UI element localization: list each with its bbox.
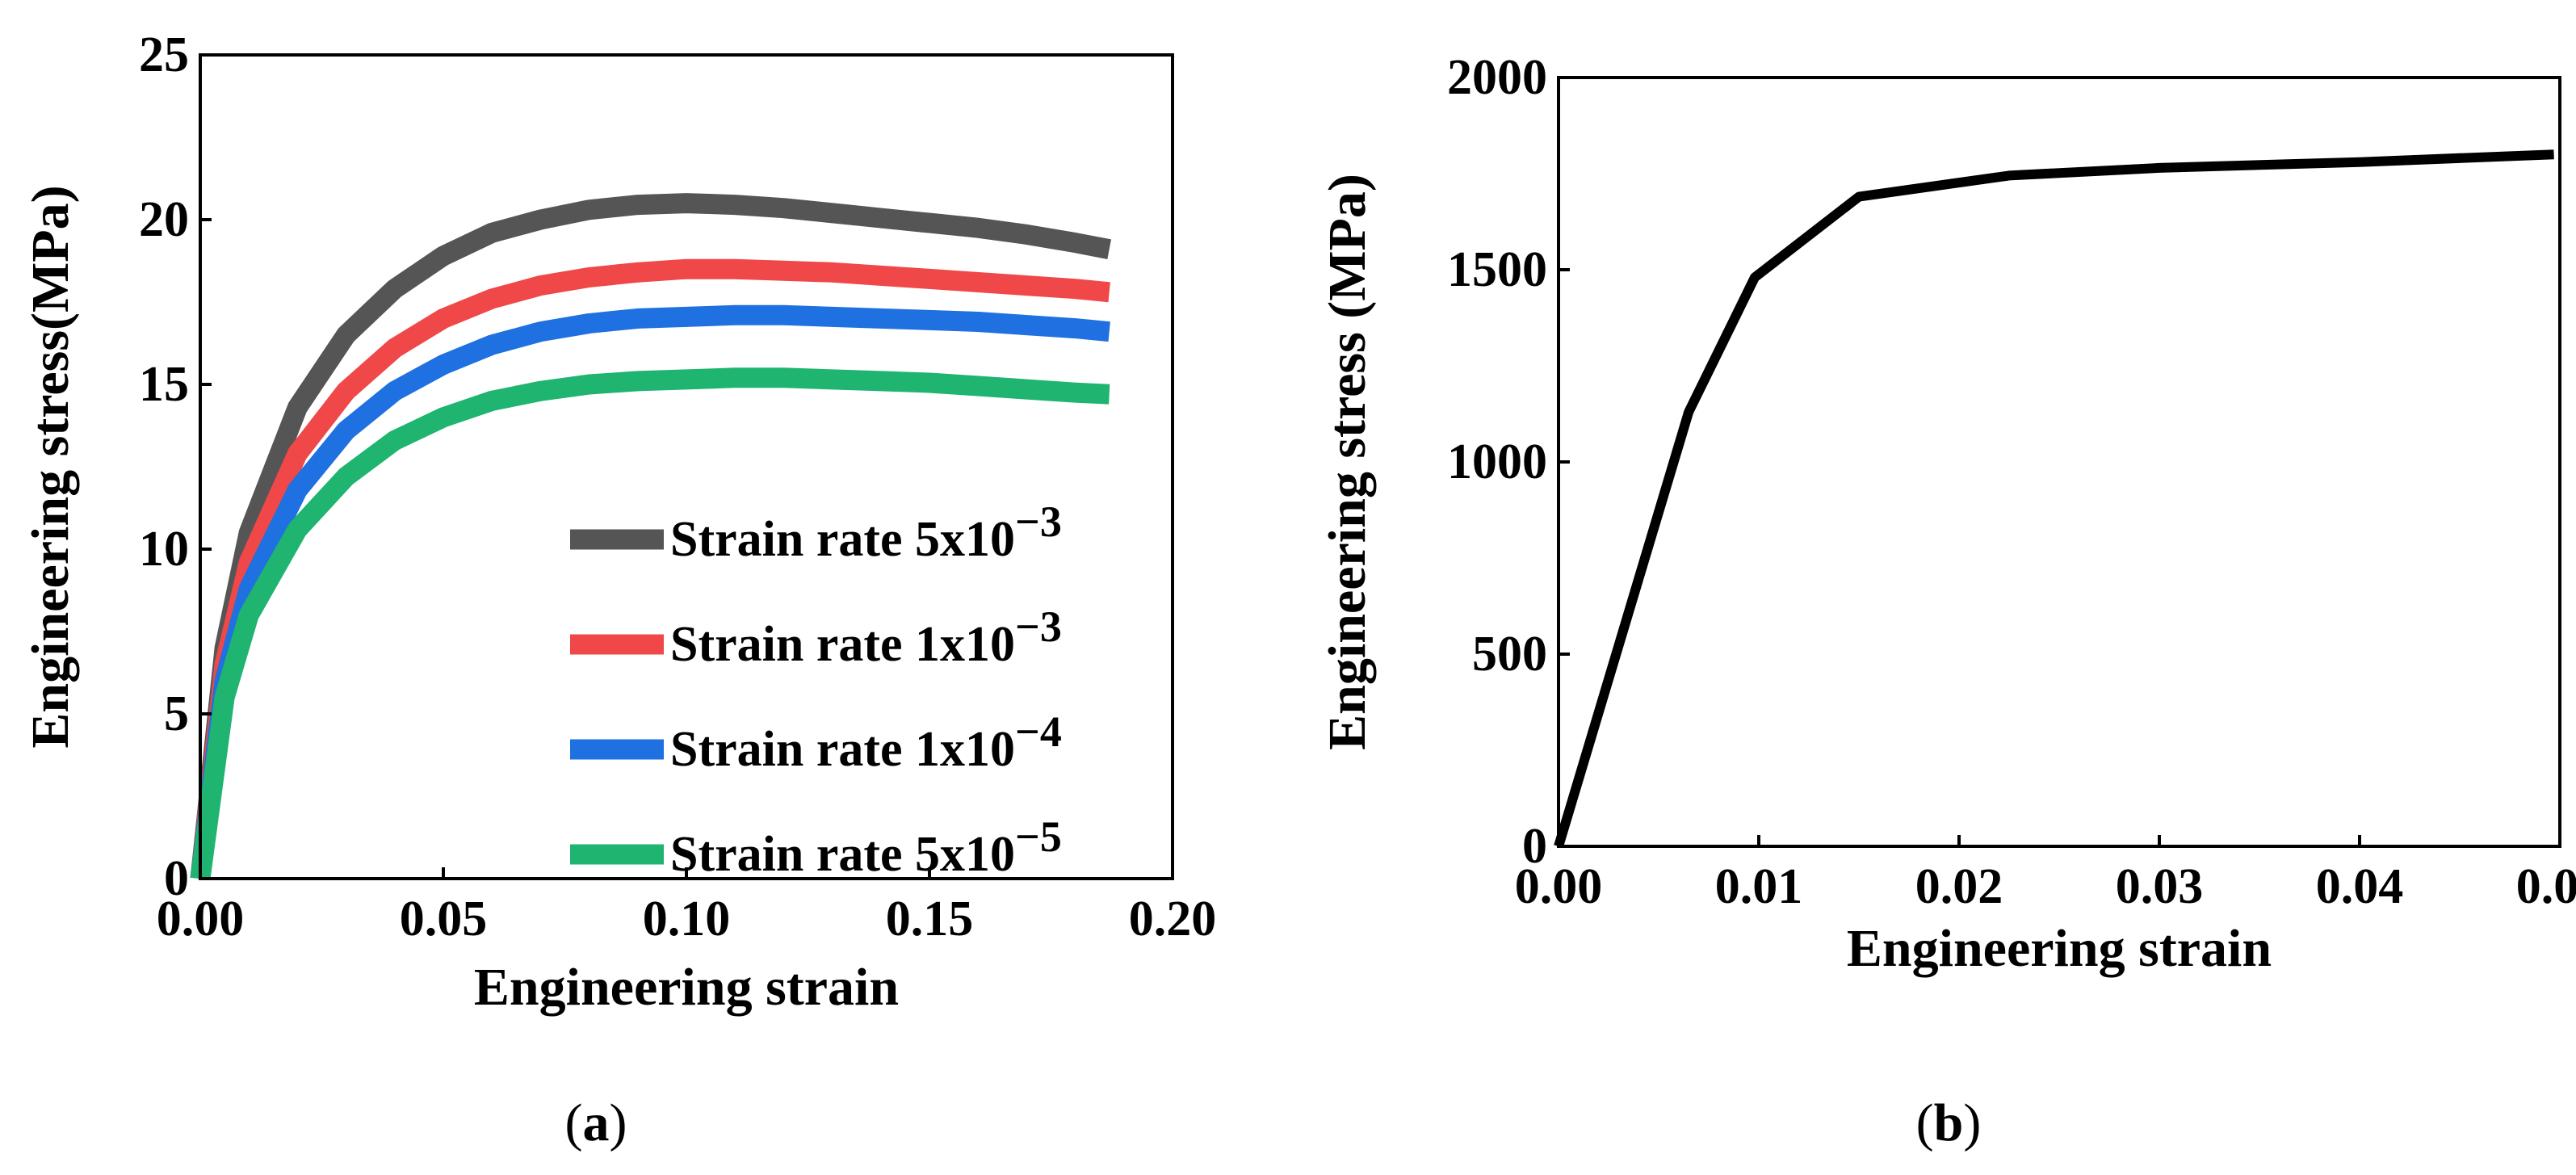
a-series-line-1 (190, 193, 1112, 880)
panel-a-y-axis-label: Engineering stress(MPa) (21, 185, 80, 748)
panel-b-letter: b (1934, 1093, 1964, 1152)
legend-label-3: Strain rate 1x10−4 (670, 707, 1062, 777)
panel-b-series-lines (1554, 149, 2554, 848)
b-y-tick-label: 0 (1522, 819, 1547, 874)
a-x-tick-label: 0.15 (886, 892, 974, 946)
panel-b-x-axis-label: Engineering strain (1847, 919, 2272, 978)
a-y-tick-label: 20 (139, 192, 189, 247)
legend-label-1: Strain rate 5x10−3 (670, 497, 1062, 567)
panel-a-x-axis-label: Engineering strain (474, 958, 899, 1017)
panel-b-y-axis-label: Engineering stress (MPa) (1318, 174, 1377, 750)
b-x-tick-label: 0.02 (1915, 859, 2003, 914)
a-y-tick-label: 0 (164, 851, 189, 906)
b-y-tick-label: 500 (1472, 627, 1547, 682)
panel-a-y-tick-labels: 0 5 10 15 20 25 (139, 27, 212, 906)
a-x-tick-label: 0.20 (1129, 892, 1217, 946)
b-x-tick-label: 0.01 (1715, 859, 1803, 914)
panel-a-label: (a) (565, 1093, 627, 1152)
panel-b-label: (b) (1916, 1093, 1982, 1152)
b-x-tick-label: 0.05 (2516, 859, 2576, 914)
b-series-line-1 (1554, 149, 2554, 848)
a-y-tick-label: 15 (139, 357, 189, 412)
a-y-tick-label: 25 (139, 27, 189, 82)
a-y-tick-label: 5 (164, 686, 189, 741)
panel-a-chart: 0 5 10 15 20 25 0.00 0.05 0.10 0.15 0.20 Engineer… (21, 27, 1216, 1152)
panel-a-series-lines (190, 193, 1112, 880)
b-y-tick-label: 1000 (1447, 434, 1547, 489)
legend-label-2: Strain rate 1x10−3 (670, 602, 1062, 672)
b-x-tick-label: 0.00 (1515, 859, 1603, 914)
b-y-tick-label: 2000 (1447, 50, 1547, 105)
a-x-tick-label: 0.05 (400, 892, 488, 946)
panel-a-x-tick-labels: 0.00 0.05 0.10 0.15 0.20 (157, 867, 1217, 946)
panel-b-x-tick-labels: 0.00 0.01 0.02 0.03 0.04 0.05 (1515, 835, 2576, 914)
a-x-tick-label: 0.00 (157, 892, 245, 946)
a-series-line-3 (190, 304, 1110, 880)
a-series-line-2 (190, 258, 1110, 880)
a-x-tick-label: 0.10 (643, 892, 731, 946)
a-series-line-4 (190, 367, 1110, 880)
b-x-tick-label: 0.04 (2316, 859, 2404, 914)
a-y-tick-label: 10 (139, 522, 189, 577)
panel-b-y-tick-labels: 0 500 1000 1500 2000 (1447, 50, 1570, 874)
legend-label-4: Strain rate 5x10−5 (670, 812, 1062, 882)
b-y-tick-label: 1500 (1447, 242, 1547, 297)
b-x-tick-label: 0.03 (2116, 859, 2204, 914)
panel-a-letter: a (583, 1093, 610, 1152)
panel-a-legend: Strain rate 5x10−3 Strain rate 1x10−3 Stra… (570, 497, 1062, 882)
